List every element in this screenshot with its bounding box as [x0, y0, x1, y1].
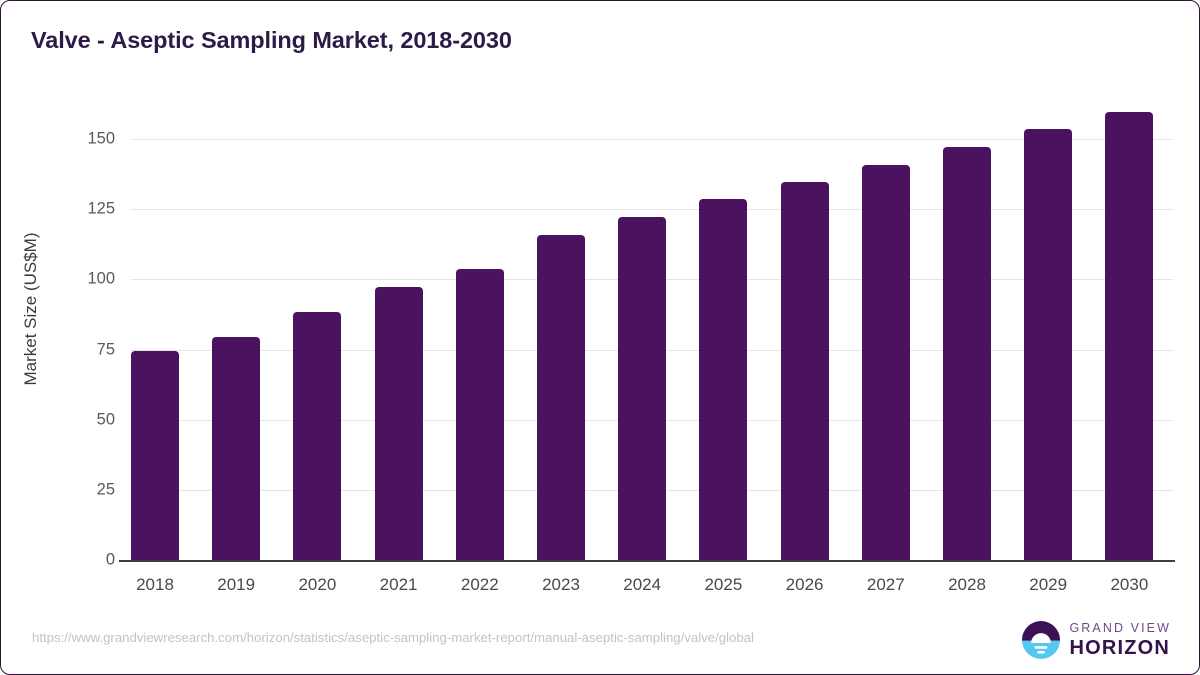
bar[interactable]: [537, 235, 585, 560]
y-tick-label: 100: [87, 269, 115, 288]
x-tick-label: 2028: [948, 575, 986, 594]
x-tick-label: 2020: [298, 575, 337, 594]
x-tick-label: 2018: [136, 575, 174, 594]
x-tick-label: 2019: [217, 575, 256, 594]
bar[interactable]: [212, 336, 261, 560]
bar[interactable]: [293, 312, 342, 560]
page-title: Valve - Aseptic Sampling Market, 2018-20…: [31, 27, 512, 53]
plot-area: [131, 111, 1173, 560]
bar[interactable]: [861, 164, 910, 560]
bar[interactable]: [455, 269, 504, 560]
y-tick-label: 25: [96, 480, 115, 499]
logo-line-grand-view: GRAND VIEW: [1069, 621, 1171, 636]
brand-logo[interactable]: GRAND VIEW HORIZON: [1022, 621, 1171, 659]
y-tick-label: 125: [87, 199, 115, 218]
grand-view-horizon-logo-icon: [1022, 621, 1061, 659]
x-tick-label: 2022: [460, 575, 499, 594]
source-url[interactable]: https://www.grandviewresearch.com/horizo…: [32, 630, 754, 645]
bar[interactable]: [618, 217, 667, 560]
logo-text: GRAND VIEW HORIZON: [1069, 622, 1171, 658]
x-tick-label: 2029: [1029, 575, 1068, 594]
x-tick-label: 2030: [1110, 575, 1149, 594]
bar[interactable]: [780, 181, 829, 560]
x-tick-label: 2025: [704, 575, 743, 594]
x-tick-label: 2021: [379, 575, 418, 594]
y-tick-label: 50: [96, 410, 115, 429]
x-tick-label: 2027: [866, 575, 905, 594]
y-axis-title: Market Size (US$M): [21, 232, 40, 386]
bar[interactable]: [1105, 111, 1154, 560]
logo-line-horizon: HORIZON: [1069, 636, 1171, 659]
x-tick-label: 2023: [542, 575, 580, 594]
x-tick-label: 2026: [785, 575, 824, 594]
bar[interactable]: [1024, 129, 1073, 560]
y-tick-label: 0: [105, 550, 115, 569]
bar[interactable]: [374, 286, 423, 560]
y-axis-tick-labels: 0 25 50 75 100 125 150: [53, 1, 181, 674]
bar[interactable]: [699, 198, 748, 560]
gridline: [131, 209, 1173, 211]
x-tick-label: 2024: [623, 575, 662, 594]
gridline: [131, 139, 1173, 140]
x-axis-line: [119, 560, 1175, 562]
y-tick-label: 75: [96, 340, 115, 358]
x-axis-tick-labels: 2018 2019 2020 2021 2022 2023 2024 2025 2026 2027…: [1, 575, 1199, 605]
y-tick-label: 150: [87, 129, 115, 148]
bar[interactable]: [943, 147, 991, 560]
bar[interactable]: [131, 350, 179, 560]
